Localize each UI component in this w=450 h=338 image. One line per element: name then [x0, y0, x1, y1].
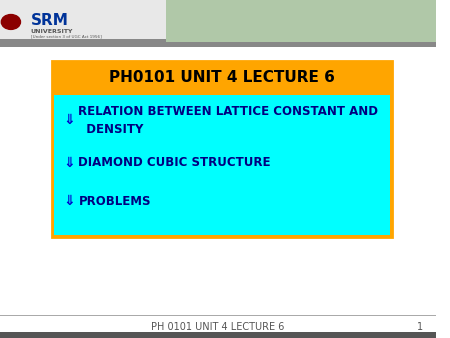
Text: PROBLEMS: PROBLEMS	[78, 195, 151, 208]
FancyBboxPatch shape	[0, 39, 436, 47]
FancyBboxPatch shape	[54, 95, 390, 235]
FancyBboxPatch shape	[166, 0, 436, 42]
Text: SRM: SRM	[31, 13, 68, 28]
FancyBboxPatch shape	[0, 332, 436, 338]
Text: RELATION BETWEEN LATTICE CONSTANT AND
  DENSITY: RELATION BETWEEN LATTICE CONSTANT AND DE…	[78, 105, 378, 136]
Text: ⇓: ⇓	[63, 194, 75, 208]
Circle shape	[1, 15, 21, 29]
Text: UNIVERSITY: UNIVERSITY	[31, 29, 73, 33]
FancyBboxPatch shape	[52, 61, 392, 237]
Text: [Under section 3 of UGC Act 1956]: [Under section 3 of UGC Act 1956]	[31, 34, 101, 38]
Text: DIAMOND CUBIC STRUCTURE: DIAMOND CUBIC STRUCTURE	[78, 156, 271, 169]
Text: PH0101 UNIT 4 LECTURE 6: PH0101 UNIT 4 LECTURE 6	[109, 70, 335, 85]
Text: ⇓: ⇓	[63, 113, 75, 127]
FancyBboxPatch shape	[52, 61, 392, 95]
Text: PH 0101 UNIT 4 LECTURE 6: PH 0101 UNIT 4 LECTURE 6	[151, 322, 285, 332]
Text: ⇓: ⇓	[63, 156, 75, 170]
FancyBboxPatch shape	[0, 315, 436, 316]
Text: 1: 1	[417, 322, 423, 332]
FancyBboxPatch shape	[0, 0, 436, 41]
